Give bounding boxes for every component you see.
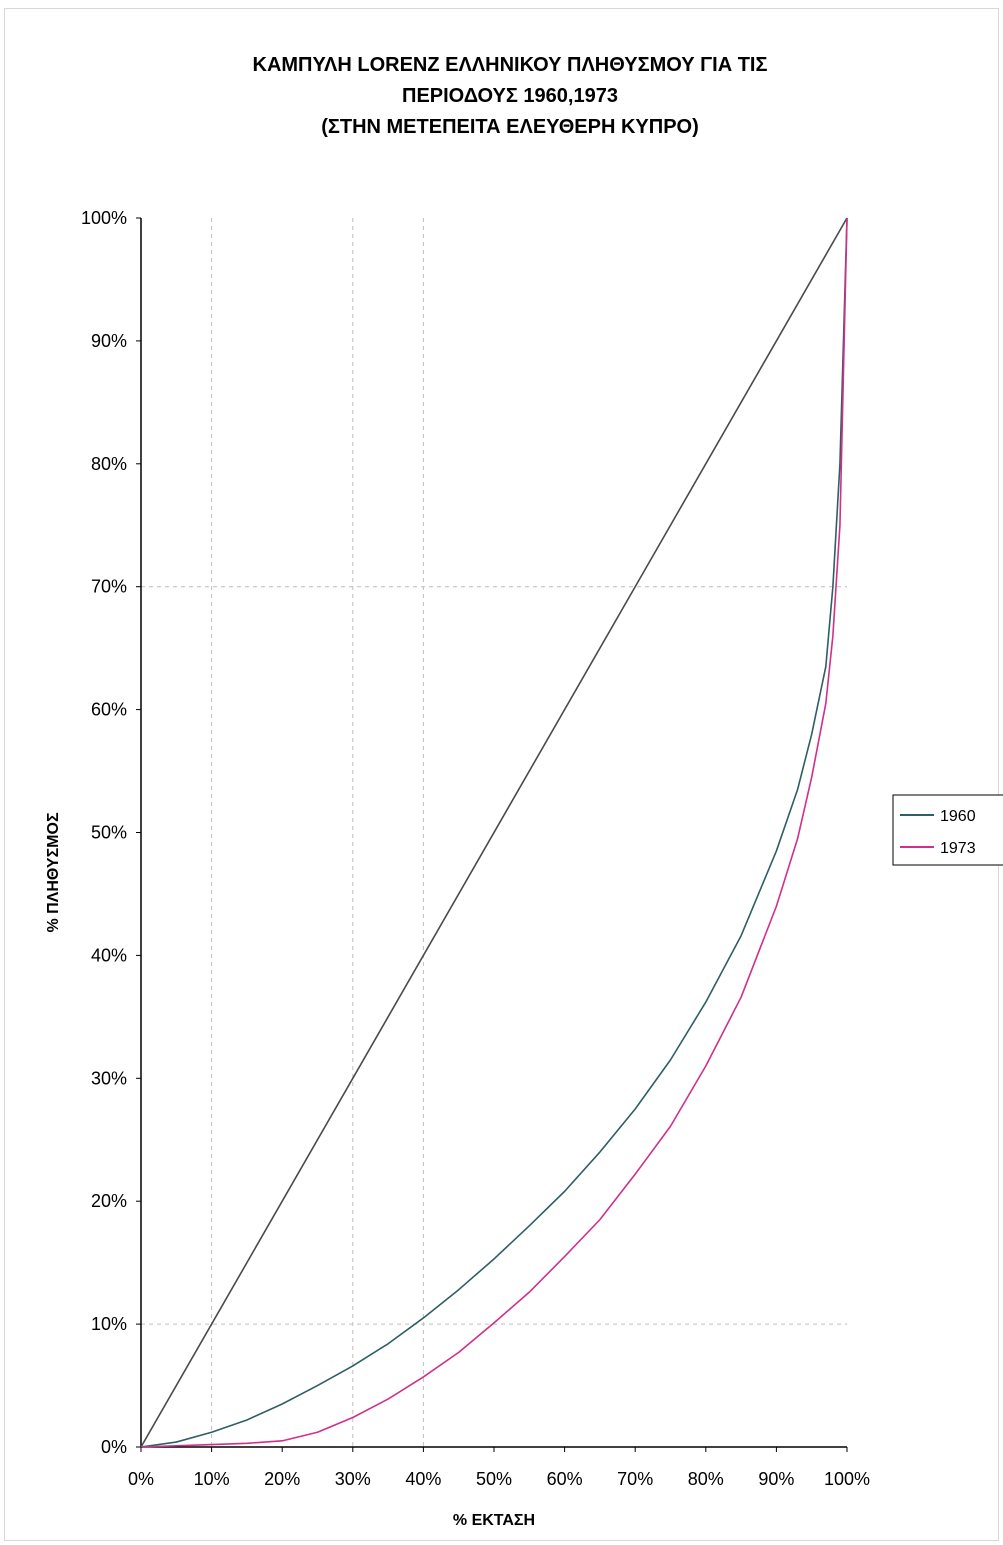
tick-labels: 0% 10% 20% 30% 40% 50% 60% 70% 80% 90% 100% 0% 10% 20…: [81, 208, 870, 1489]
x-tick-label: 10%: [194, 1469, 230, 1489]
y-tick-label: 90%: [91, 331, 127, 351]
x-tick-label: 60%: [547, 1469, 583, 1489]
legend-box: [892, 794, 1003, 866]
y-tick-label: 100%: [81, 208, 127, 228]
y-tick-label: 40%: [91, 945, 127, 965]
x-tick-label: 20%: [264, 1469, 300, 1489]
x-axis-title: % ΕΚΤΑΣΗ: [453, 1512, 535, 1529]
legend-label-1973: 1973: [940, 840, 976, 857]
x-tick-label: 100%: [824, 1469, 870, 1489]
x-tick-label: 40%: [405, 1469, 441, 1489]
y-axis-title: % ΠΛΗΘΥΣΜΟΣ: [45, 812, 62, 933]
y-tick-label: 0%: [101, 1437, 127, 1457]
x-tick-label: 0%: [128, 1469, 154, 1489]
y-tick-label: 70%: [91, 577, 127, 597]
grid-lines: [141, 218, 847, 1447]
x-tick-label: 50%: [476, 1469, 512, 1489]
y-tick-label: 10%: [91, 1314, 127, 1334]
y-tick-label: 60%: [91, 700, 127, 720]
x-tick-label: 30%: [335, 1469, 371, 1489]
chart-title: ΚΑΜΠΥΛΗ LORENZ ΕΛΛΗΝΙΚΟΥ ΠΛΗΘΥΣΜΟΥ ΓΙΑ Τ…: [100, 50, 920, 143]
x-tick-label: 70%: [617, 1469, 653, 1489]
chart-title-line-2: ΠΕΡΙΟΔΟΥΣ 1960,1973: [402, 85, 618, 107]
chart-frame: [4, 8, 999, 1541]
chart-title-line-3: (ΣΤΗΝ ΜΕΤΕΠΕΙΤΑ ΕΛΕΥΘΕΡΗ ΚΥΠΡΟ): [321, 116, 699, 138]
x-tick-label: 90%: [758, 1469, 794, 1489]
y-tick-label: 20%: [91, 1191, 127, 1211]
y-tick-label: 30%: [91, 1068, 127, 1088]
y-tick-label: 80%: [91, 454, 127, 474]
equality-line: [140, 217, 848, 1448]
chart-title-line-1: ΚΑΜΠΥΛΗ LORENZ ΕΛΛΗΝΙΚΟΥ ΠΛΗΘΥΣΜΟΥ ΓΙΑ Τ…: [252, 54, 768, 76]
legend-label-1960: 1960: [940, 808, 976, 825]
series-lines: [140, 217, 848, 1448]
legend: 1960 1973: [892, 794, 1003, 866]
y-tick-label: 50%: [91, 823, 127, 843]
series-line-1960: [140, 217, 848, 1448]
x-tick-label: 80%: [688, 1469, 724, 1489]
series-line-1973: [140, 217, 848, 1448]
